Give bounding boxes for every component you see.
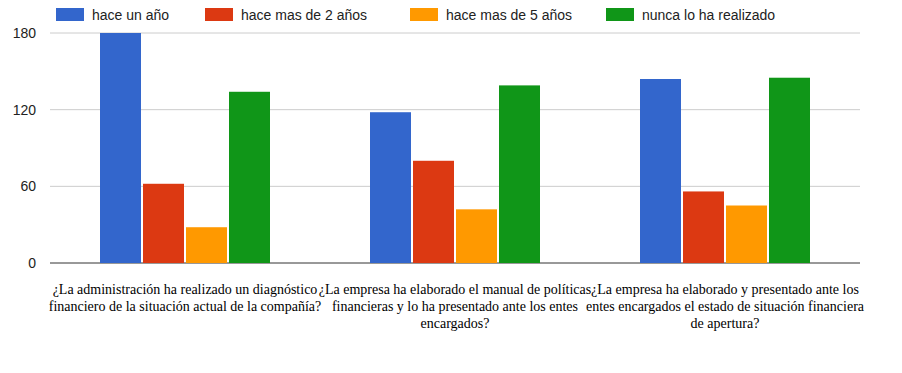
bar bbox=[640, 79, 681, 263]
legend-label: hace mas de 5 años bbox=[446, 7, 572, 23]
legend-swatch bbox=[205, 8, 233, 21]
bar bbox=[229, 92, 270, 263]
bars bbox=[100, 33, 810, 263]
legend-label: hace mas de 2 años bbox=[241, 7, 367, 23]
y-tick-label: 180 bbox=[13, 25, 37, 41]
x-tick-label: ¿La empresa ha elaborado y presentado an… bbox=[585, 281, 865, 332]
bar bbox=[413, 161, 454, 263]
bar bbox=[499, 85, 540, 263]
grid-line bbox=[50, 109, 860, 110]
y-axis bbox=[50, 33, 51, 263]
y-tick-label: 120 bbox=[13, 102, 37, 118]
legend-swatch bbox=[606, 8, 634, 21]
y-tick-label: 60 bbox=[20, 178, 36, 194]
bar bbox=[726, 206, 767, 264]
legend-swatch bbox=[410, 8, 438, 21]
grid bbox=[50, 33, 860, 263]
x-tick-label: ¿La empresa ha elaborado el manual de po… bbox=[315, 281, 595, 332]
bar bbox=[456, 209, 497, 263]
chart-root: 060120180hace un añohace mas de 2 añosha… bbox=[0, 0, 902, 373]
bar bbox=[143, 184, 184, 263]
legend-label: hace un año bbox=[92, 7, 169, 23]
legend-label: nunca lo ha realizado bbox=[642, 7, 775, 23]
bar bbox=[370, 112, 411, 263]
grid-line bbox=[50, 33, 860, 34]
bar bbox=[100, 33, 141, 263]
bar bbox=[769, 78, 810, 263]
y-tick-label: 0 bbox=[28, 255, 36, 271]
legend: hace un año hace mas de 2 años hace mas de… bbox=[56, 7, 775, 23]
x-tick-label: ¿La administración ha realizado un diagn… bbox=[45, 281, 325, 315]
bar bbox=[186, 227, 227, 263]
legend-swatch bbox=[56, 8, 84, 21]
bar bbox=[683, 191, 724, 263]
